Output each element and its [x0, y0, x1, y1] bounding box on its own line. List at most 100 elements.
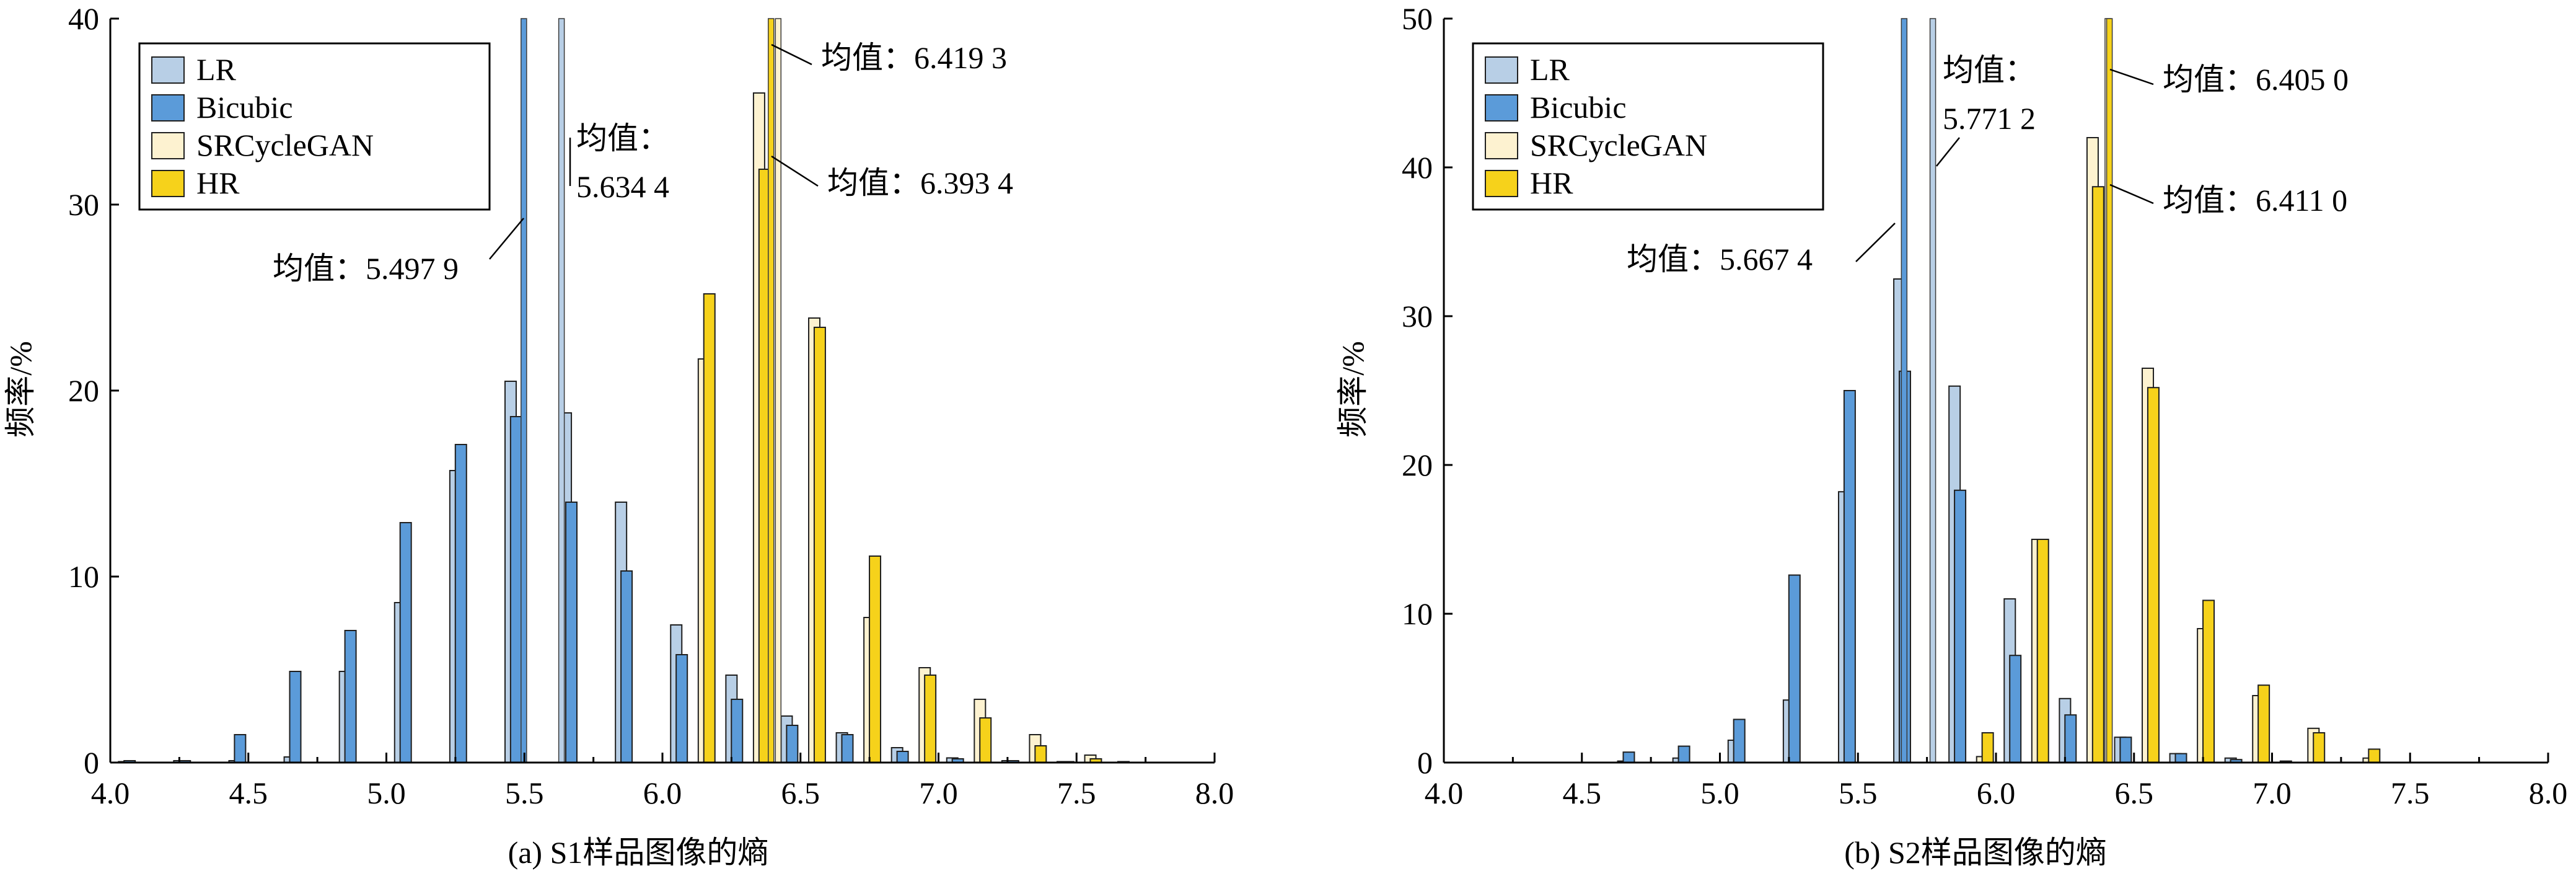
bar: [703, 293, 716, 763]
mean-label: 5.634 4: [576, 169, 669, 204]
y-tick-label: 0: [1417, 745, 1433, 780]
bar: [2064, 714, 2077, 763]
bar: [1622, 751, 1635, 763]
x-tick-label: 4.5: [229, 776, 268, 810]
mean-line-hr: [768, 18, 775, 763]
annotation-srcyclegan: 均值：6.405 0: [2109, 62, 2349, 97]
series-srcyclegan: [1976, 137, 2375, 764]
legend-label-hr: HR: [1530, 166, 1573, 200]
leader-line: [1936, 137, 1960, 167]
chart-panel-a: 0 10 20 30 40 4.0 4.5 5.0 5.5 6.0 6.5 7.0 7.5 8.0 频率/%…: [3, 1, 1234, 870]
y-tick-label: 10: [68, 559, 99, 594]
x-tick-label: 6.0: [643, 776, 682, 810]
bar: [841, 734, 854, 763]
legend-label-hr: HR: [196, 166, 240, 200]
bar: [675, 654, 688, 763]
legend-swatch-bicubic: [151, 94, 185, 122]
y-axis-label: 频率/%: [3, 341, 38, 438]
y-tick-label: 30: [68, 187, 99, 222]
bar: [234, 734, 247, 763]
bar: [2091, 186, 2104, 763]
legend-box: [138, 42, 491, 211]
bar: [869, 555, 882, 763]
bar: [509, 416, 522, 763]
x-tick-label: 5.0: [1700, 776, 1739, 810]
bar: [2202, 599, 2215, 764]
x-tick-label: 7.0: [919, 776, 958, 810]
leader-line: [2109, 184, 2154, 205]
legend-box: [1472, 42, 1824, 211]
bar: [1677, 745, 1690, 763]
bar: [2313, 732, 2326, 763]
legend-swatch-srcyclegan: [151, 132, 185, 159]
annotation-lr: 均值： 5.771 2: [1936, 53, 2036, 167]
x-tick-label: 6.0: [1977, 776, 2016, 810]
bar: [2147, 387, 2160, 763]
panel-caption: (b) S2样品图像的熵: [1844, 835, 2107, 870]
y-tick-label: 50: [1402, 1, 1433, 36]
bar: [924, 675, 937, 763]
mean-label: 均值：5.497 9: [273, 251, 459, 286]
bar: [1843, 390, 1856, 763]
legend-label-bicubic: Bicubic: [196, 90, 293, 125]
mean-label: 均值：6.419 3: [821, 40, 1007, 75]
legend-swatch-lr: [1485, 56, 1518, 84]
bar: [731, 699, 744, 763]
annotation-lr: 均值： 5.634 4: [569, 121, 669, 204]
legend-label-bicubic: Bicubic: [1530, 90, 1627, 125]
x-tick-label: 7.0: [2253, 776, 2292, 810]
y-tick-label: 20: [68, 373, 99, 408]
series-hr: [1981, 186, 2381, 764]
legend-label-srcyclegan: SRCycleGAN: [1530, 128, 1707, 162]
mean-label: 均值：5.667 4: [1627, 242, 1813, 277]
bar: [2257, 684, 2270, 763]
bar: [565, 502, 578, 763]
mean-line-lr: [1929, 18, 1936, 763]
bar: [786, 725, 799, 763]
y-tick-label: 10: [1402, 596, 1433, 631]
mean-label: 均值：: [1943, 53, 2036, 87]
y-tick-label: 0: [84, 745, 99, 780]
bar: [813, 327, 826, 763]
y-tick-label: 40: [1402, 150, 1433, 185]
bar: [2036, 539, 2049, 763]
legend-label-lr: LR: [196, 52, 237, 87]
legend-swatch-hr: [151, 170, 185, 197]
x-tick-label: 4.0: [91, 776, 130, 810]
bar: [344, 630, 357, 763]
y-tick-label: 20: [1402, 448, 1433, 482]
mean-label: 均值：: [576, 121, 669, 156]
mean-line-lr: [558, 18, 565, 763]
x-tick-label: 6.5: [781, 776, 820, 810]
bar: [289, 671, 302, 763]
x-tick-label: 7.5: [2391, 776, 2430, 810]
x-tick-label: 7.5: [1057, 776, 1096, 810]
legend-label-lr: LR: [1530, 52, 1570, 87]
mean-label: 5.771 2: [1943, 101, 2036, 136]
leader-line: [771, 155, 819, 187]
x-tick-label: 4.0: [1425, 776, 1464, 810]
bar: [454, 444, 467, 763]
mean-line-bicubic: [521, 18, 527, 763]
bar: [2368, 748, 2381, 764]
legend-swatch-srcyclegan: [1485, 132, 1518, 159]
bar: [2009, 655, 2022, 763]
y-tick-label: 30: [1402, 299, 1433, 334]
legend-swatch-lr: [151, 56, 185, 84]
bar: [399, 522, 412, 763]
y-axis-label: 频率/%: [1335, 341, 1370, 438]
mean-line-srcyclegan: [775, 18, 782, 763]
mean-line-hr: [2106, 18, 2113, 763]
bar: [979, 717, 992, 763]
legend-swatch-hr: [1485, 170, 1518, 197]
legend-label-srcyclegan: SRCycleGAN: [196, 128, 374, 162]
x-tick-label: 5.5: [505, 776, 544, 810]
mean-label: 均值：6.411 0: [2163, 183, 2347, 218]
mean-line-bicubic: [1901, 18, 1908, 763]
annotation-hr: 均值：6.393 4: [771, 155, 1013, 200]
bar: [1788, 574, 1801, 763]
mean-label: 均值：6.405 0: [2163, 62, 2349, 97]
